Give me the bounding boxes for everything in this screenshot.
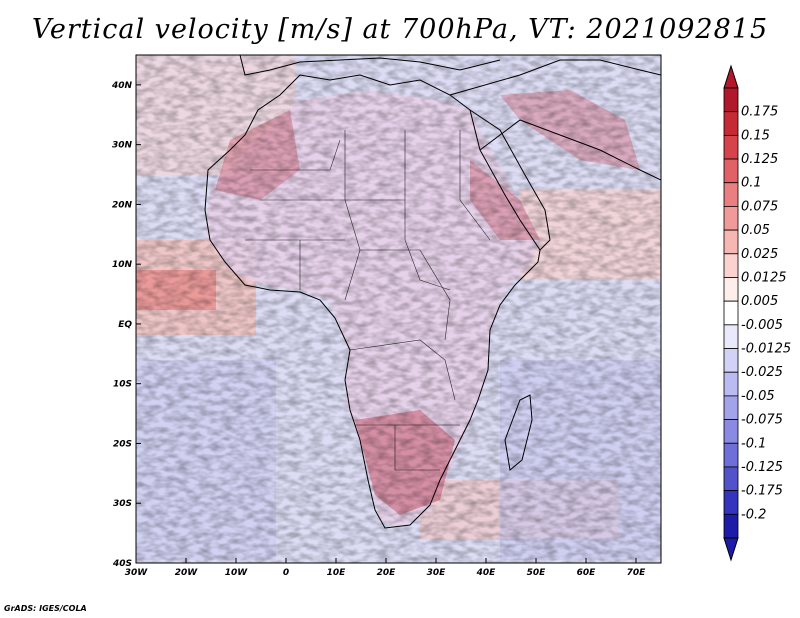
colorbar-swatch [723, 158, 739, 184]
colorbar-swatch [723, 419, 739, 444]
lon-tick-label: 70E [627, 568, 647, 578]
colorbar-swatch [723, 395, 739, 420]
lon-tick-label: 10E [327, 568, 347, 578]
colorbar-swatch [723, 87, 739, 113]
lat-tick-label: 10S [113, 380, 132, 390]
colorbar-label: 0.005 [741, 294, 778, 309]
colorbar-swatch [723, 182, 739, 207]
colorbar-label: -0.0125 [741, 342, 791, 357]
colorbar-swatch [723, 371, 739, 397]
colorbar-label: 0.175 [741, 105, 778, 120]
colorbar-swatch [723, 324, 739, 349]
coastlines [204, 55, 661, 529]
colorbar-swatch [723, 442, 739, 468]
lat-tick-label: 40N [111, 81, 133, 91]
velocity-field [136, 55, 661, 563]
colorbar-label: -0.175 [741, 484, 783, 499]
colorbar-label: 0.05 [741, 223, 770, 238]
lat-tick-label: 40S [112, 559, 132, 569]
colorbar-swatch [723, 229, 739, 255]
colorbar-label: -0.2 [741, 507, 766, 522]
lon-tick-label: 60E [577, 568, 597, 578]
credit-label: GrADS: IGES/COLA [4, 604, 87, 613]
lat-tick-label: 20S [113, 439, 132, 449]
colorbar-label: 0.15 [741, 128, 770, 143]
lon-tick-label: 10W [225, 568, 249, 578]
colorbar-label: 0.025 [741, 247, 778, 262]
plot-frame [135, 54, 662, 564]
lat-tick-label: 30N [112, 141, 133, 151]
colorbar-swatch [723, 134, 739, 160]
colorbar-label: -0.005 [741, 318, 783, 333]
lat-tick-label: 10N [112, 260, 133, 270]
lat-tick-label: EQ [118, 320, 132, 330]
lon-tick-label: 50E [527, 568, 547, 578]
colorbar-label: -0.025 [741, 365, 783, 380]
colorbar-swatch [723, 206, 739, 231]
lat-tick-label: 30S [113, 499, 132, 509]
colorbar-label: 0.125 [741, 152, 778, 167]
colorbar-swatch [723, 490, 739, 515]
lon-tick-label: 30E [427, 568, 447, 578]
colorbar-swatch [723, 277, 739, 302]
lon-tick-label: 20E [377, 568, 397, 578]
colorbar-swatch [723, 466, 739, 492]
country-borders [245, 130, 491, 471]
lon-tick-label: 0 [283, 568, 289, 578]
colorbar-swatch [723, 300, 739, 326]
colorbar-label: 0.075 [741, 199, 778, 214]
colorbar-label: -0.1 [741, 436, 766, 451]
colorbar-extend-top [723, 64, 739, 89]
colorbar-swatch [723, 513, 739, 539]
colorbar-label: 0.0125 [741, 270, 787, 285]
colorbar-label: -0.075 [741, 413, 783, 428]
chart-title: Vertical velocity [m/s] at 700hPa, VT: 2… [31, 14, 769, 45]
lon-tick-label: 40E [476, 568, 497, 578]
colorbar: 0.175 0.15 0.125 0.1 0.075 0.05 0.025 0.0125 0.0… [723, 64, 791, 562]
colorbar-swatch [723, 111, 739, 136]
colorbar-label: 0.1 [741, 176, 762, 191]
colorbar-extend-bottom [723, 537, 739, 562]
colorbar-swatch [723, 253, 739, 278]
lat-tick-label: 20N [112, 200, 133, 210]
colorbar-label: -0.05 [741, 389, 775, 404]
colorbar-label: -0.125 [741, 460, 783, 475]
lon-tick-label: 20W [175, 568, 199, 578]
lon-tick-label: 30W [125, 568, 149, 578]
colorbar-swatch [723, 348, 739, 373]
